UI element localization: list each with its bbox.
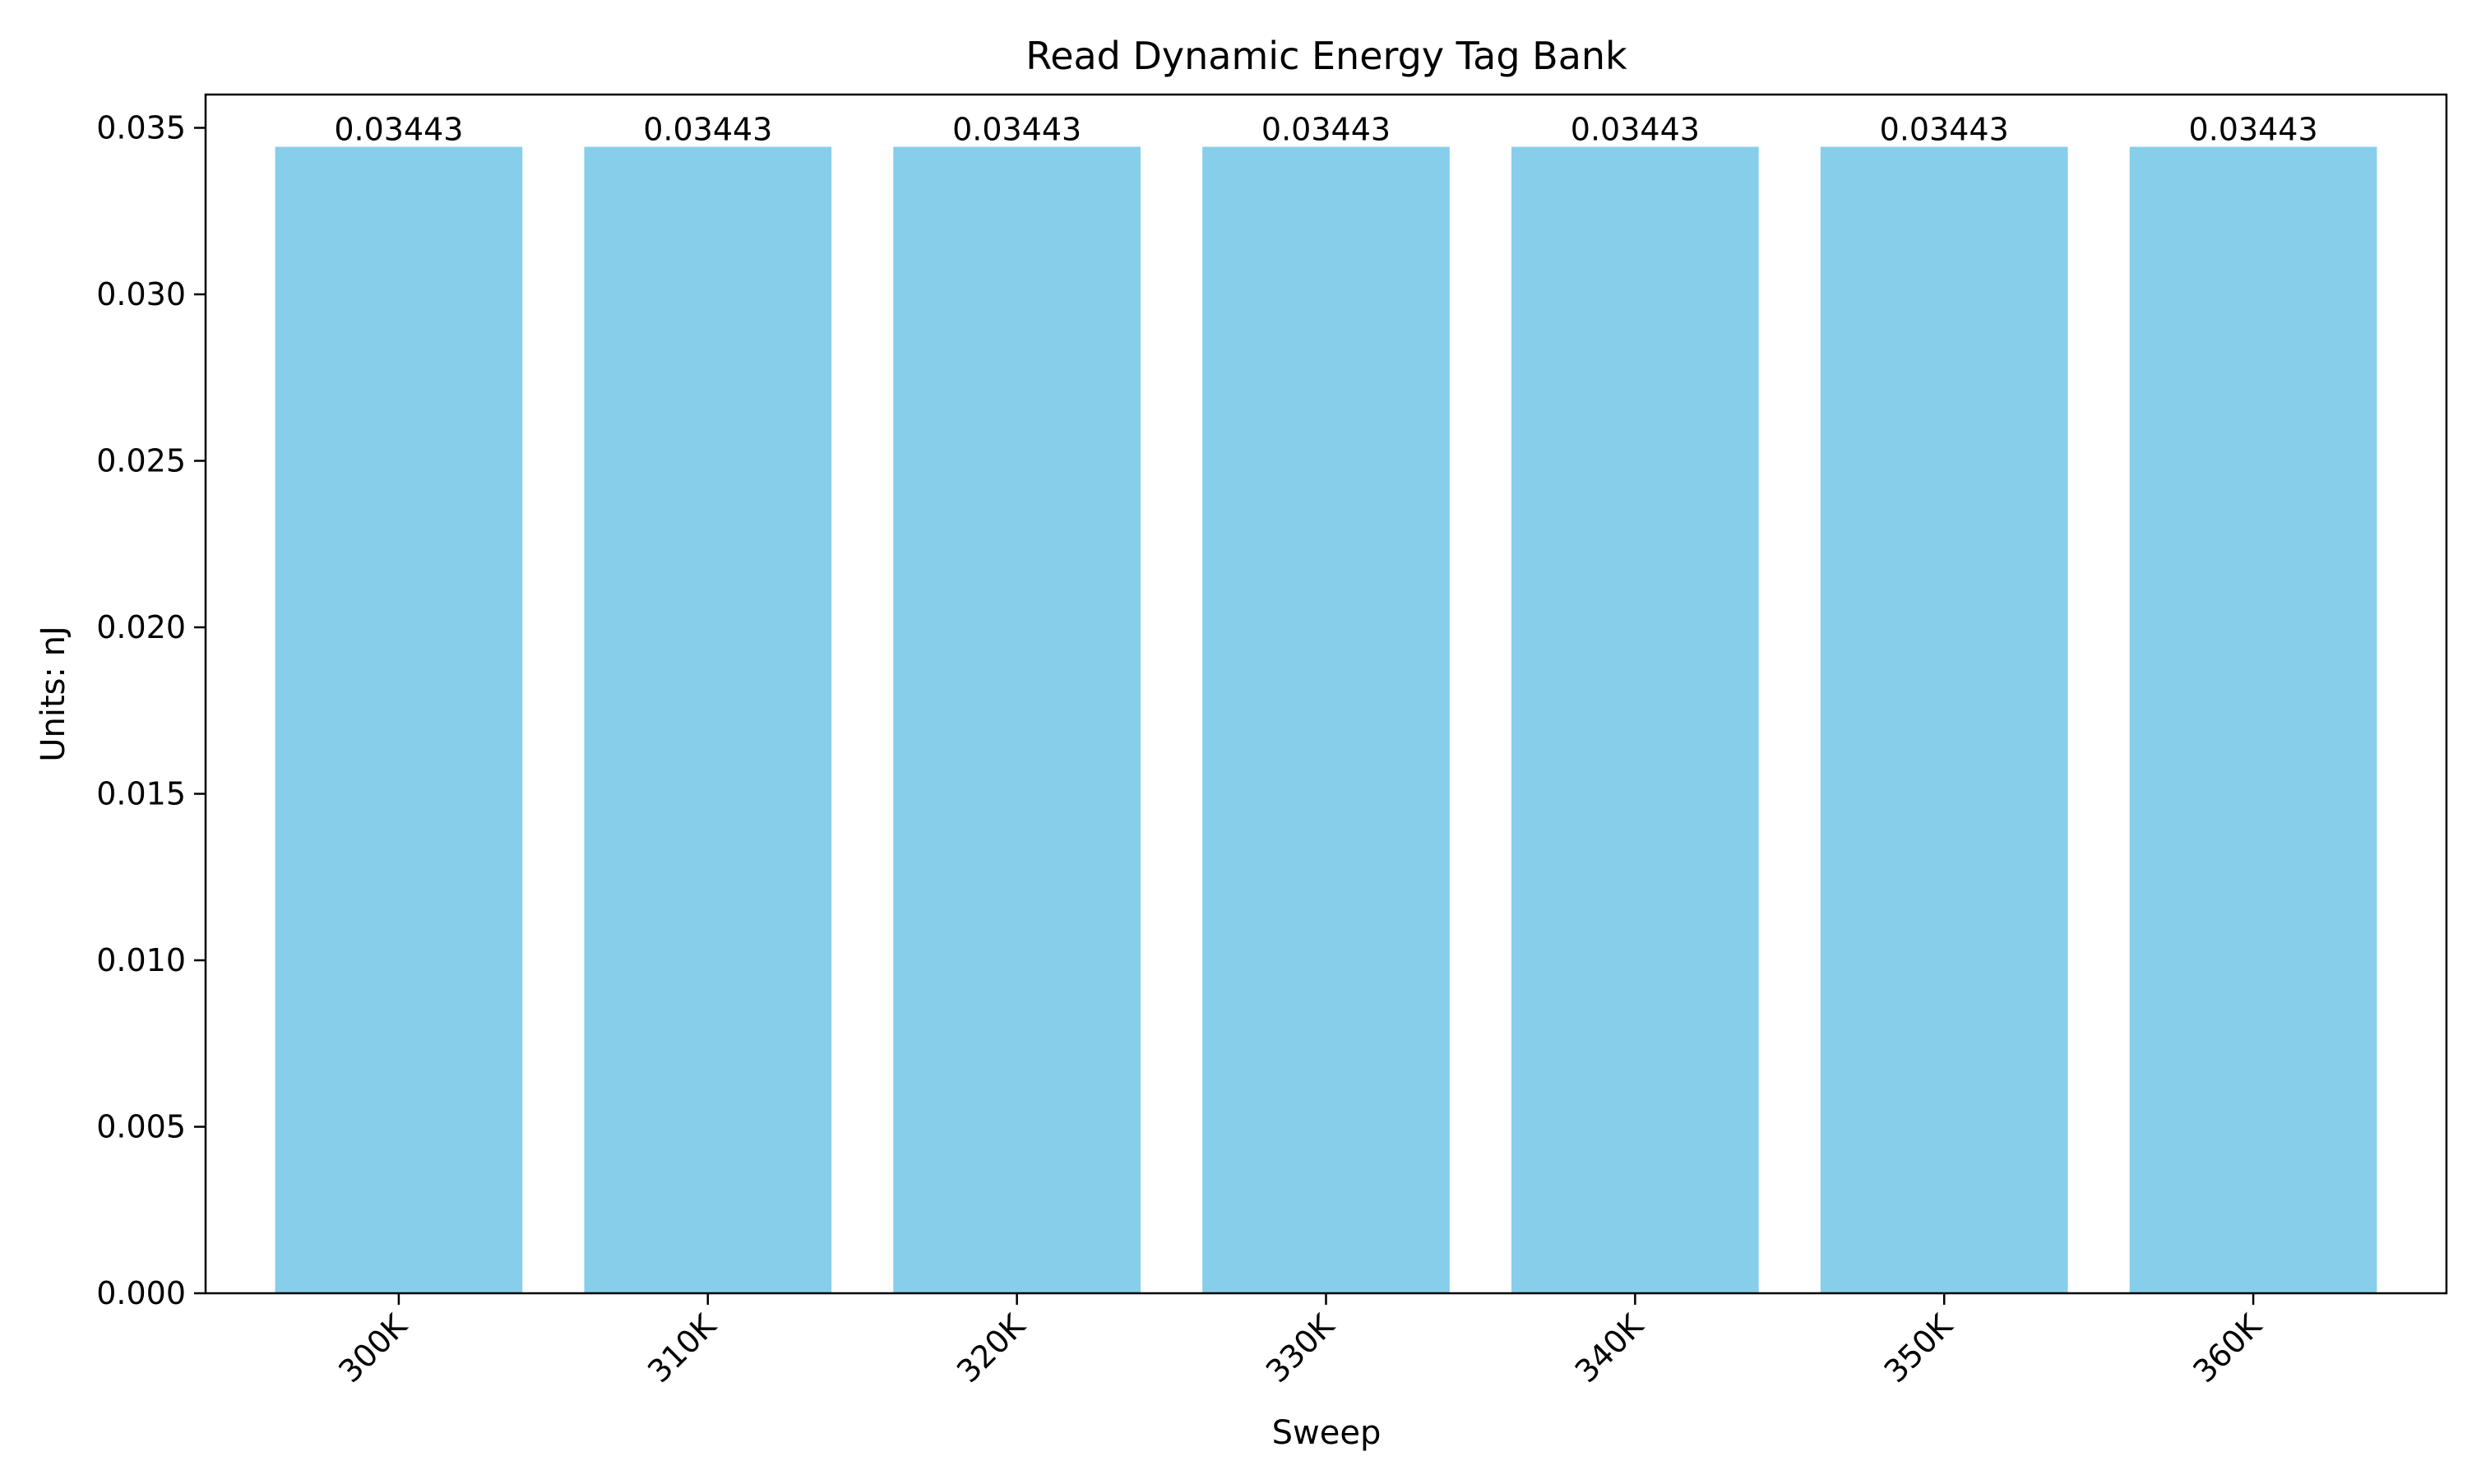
- y-tick-label: 0.035: [96, 110, 186, 146]
- bar-340K: [1511, 146, 1759, 1294]
- y-tick-label: 0.025: [96, 443, 186, 479]
- x-tick-label-320K: 320K: [950, 1306, 1033, 1389]
- data-label-340K: 0.03443: [1571, 112, 1700, 148]
- x-axis-label: Sweep: [1272, 1414, 1382, 1452]
- bar-330K: [1202, 146, 1450, 1294]
- bar-300K: [275, 146, 523, 1294]
- bar-320K: [893, 146, 1141, 1294]
- plot-frame: [204, 93, 2448, 1295]
- x-tick-label-310K: 310K: [641, 1306, 724, 1389]
- bar-350K: [1820, 146, 2068, 1294]
- chart-title: Read Dynamic Energy Tag Bank: [1025, 34, 1627, 78]
- x-tick-label-300K: 300K: [331, 1306, 414, 1389]
- bars-layer: [275, 146, 2377, 1294]
- x-tick-label-340K: 340K: [1568, 1306, 1651, 1389]
- y-tick-label: 0.030: [96, 276, 186, 312]
- x-tick-label-350K: 350K: [1877, 1306, 1960, 1389]
- data-label-300K: 0.03443: [334, 112, 463, 148]
- bar-360K: [2129, 146, 2377, 1294]
- y-axis-label: Units: nJ: [35, 626, 72, 762]
- data-label-360K: 0.03443: [2189, 112, 2318, 148]
- y-tick-label: 0.005: [96, 1109, 186, 1145]
- y-tick-label: 0.015: [96, 776, 186, 812]
- x-tick-label-330K: 330K: [1259, 1306, 1342, 1389]
- data-label-350K: 0.03443: [1880, 112, 2009, 148]
- bar-310K: [584, 146, 832, 1294]
- data-label-310K: 0.03443: [643, 112, 772, 148]
- y-tick-label: 0.000: [96, 1275, 186, 1311]
- data-label-320K: 0.03443: [952, 112, 1081, 148]
- data-labels-layer: 0.03443 0.03443 0.03443 0.03443 0.03443 0.034…: [334, 112, 2317, 148]
- x-tick-label-360K: 360K: [2186, 1306, 2269, 1389]
- y-tick-label: 0.020: [96, 609, 186, 645]
- x-axis: 300K 310K 320K 330K 340K 350K 360K: [331, 1293, 2269, 1389]
- y-tick-label: 0.010: [96, 942, 186, 978]
- data-label-330K: 0.03443: [1261, 112, 1391, 148]
- y-axis: 0.000 0.005 0.010 0.015 0.020 0.025 0.030 0.035: [96, 110, 206, 1311]
